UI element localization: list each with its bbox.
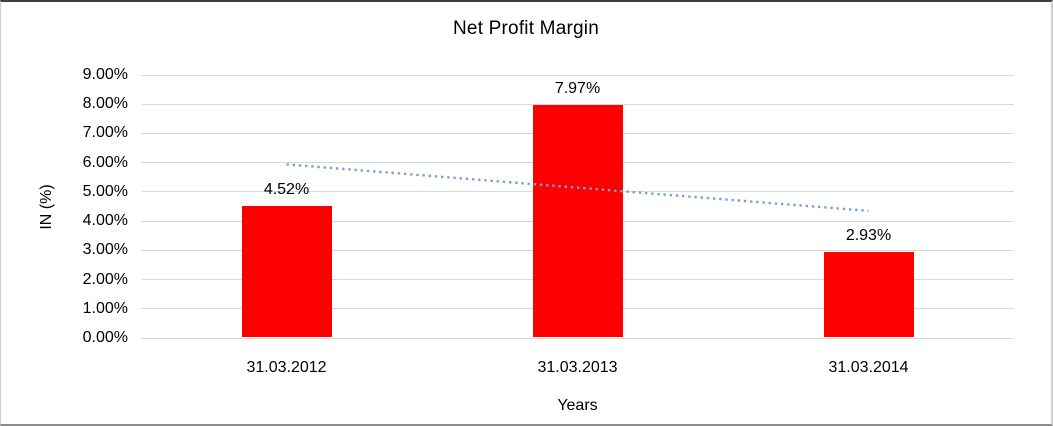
y-tick-label: 3.00%	[82, 241, 128, 259]
gridline	[141, 337, 1014, 339]
data-label: 7.97%	[554, 80, 601, 98]
bar-31.03.2012	[241, 205, 332, 337]
y-tick-label: 9.00%	[82, 66, 128, 83]
x-tick-label: 31.03.2013	[537, 359, 618, 376]
x-tick-label: 31.03.2014	[828, 359, 909, 376]
x-axis-title: Years	[557, 397, 598, 414]
y-tick-label: 0.00%	[82, 329, 128, 346]
data-label: 4.52%	[263, 180, 310, 198]
gridline	[141, 74, 1014, 76]
y-tick-label: 5.00%	[82, 182, 128, 200]
bar-31.03.2014	[823, 252, 914, 337]
y-tick-label: 6.00%	[82, 153, 128, 171]
bar-31.03.2013	[532, 105, 623, 337]
y-tick-label: 8.00%	[82, 95, 128, 113]
gridline	[141, 103, 1014, 105]
x-tick-label: 31.03.2012	[246, 359, 327, 376]
data-label: 2.93%	[845, 227, 892, 245]
y-tick-label: 7.00%	[82, 124, 128, 142]
y-tick-label: 1.00%	[82, 299, 128, 317]
y-tick-label: 4.00%	[82, 212, 128, 230]
y-tick-label: 2.00%	[82, 270, 128, 288]
chart-title: Net Profit Margin	[453, 18, 599, 39]
